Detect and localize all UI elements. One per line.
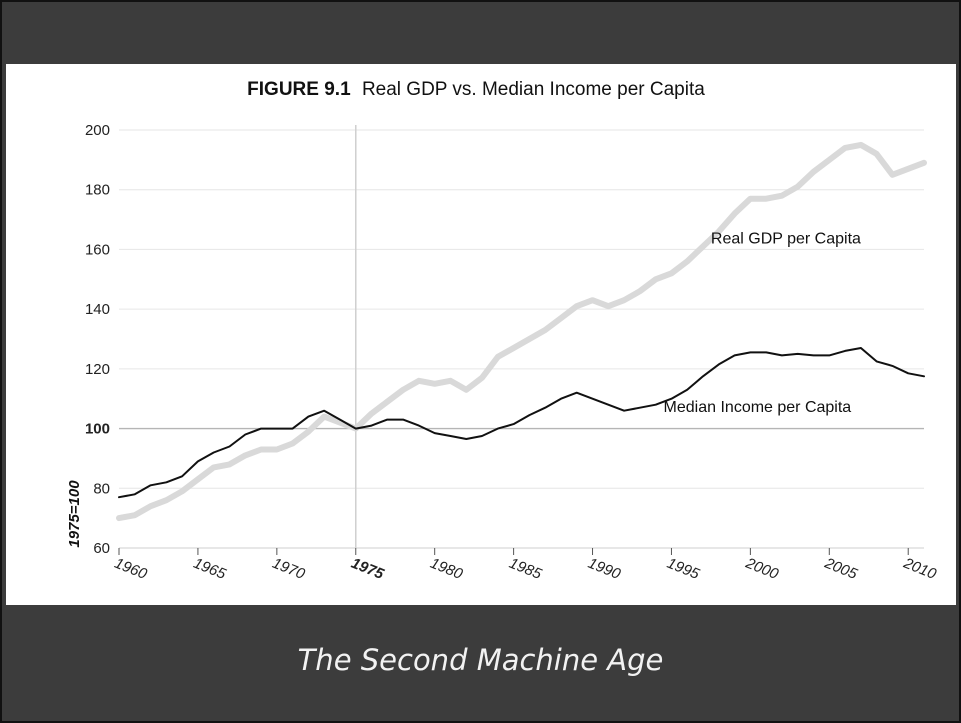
gridlines: [119, 125, 924, 549]
x-tick-label: 2010: [900, 554, 939, 583]
series-label-real-gdp: Real GDP per Capita: [711, 230, 861, 247]
figure-panel: FIGURE 9.1 Real GDP vs. Median Income pe…: [6, 64, 956, 605]
x-tick-label: 1995: [664, 555, 702, 584]
y-tick-label: 160: [85, 241, 110, 258]
series-label-median-income: Median Income per Capita: [664, 399, 852, 416]
line-chart: FIGURE 9.1 Real GDP vs. Median Income pe…: [66, 79, 939, 583]
x-tick-label: 2005: [821, 554, 860, 583]
top-bar: [2, 2, 959, 64]
y-tick-label: 80: [93, 480, 110, 497]
y-tick-label: 200: [85, 122, 110, 139]
x-tick-label: 1985: [507, 555, 545, 584]
x-tick-label: 1980: [428, 555, 466, 584]
x-tick-label: 1990: [586, 555, 624, 584]
y-tick-label: 140: [85, 301, 110, 318]
x-tick-label: 1970: [270, 555, 308, 584]
x-tick-label: 1975: [349, 555, 387, 584]
chart-title-text: Real GDP vs. Median Income per Capita: [362, 79, 705, 100]
x-tick-label: 2000: [742, 554, 781, 583]
y-tick-label: 60: [93, 540, 110, 557]
y-tick-label: 120: [85, 361, 110, 378]
series-line-median-income: [118, 347, 925, 499]
chart-title: FIGURE 9.1 Real GDP vs. Median Income pe…: [247, 79, 705, 100]
series-labels: Real GDP per Capita Median Income per Cap…: [664, 230, 861, 416]
series-lines: [116, 141, 927, 522]
chart-title-figure-number: FIGURE 9.1: [247, 79, 351, 100]
slide-caption: The Second Machine Age: [297, 643, 664, 677]
bottom-bar: The Second Machine Age: [2, 605, 959, 721]
x-tick-label: 1965: [191, 555, 229, 584]
series-line-real-gdp: [116, 141, 927, 522]
x-tick-label: 1960: [112, 555, 150, 584]
y-axis-label: 1975=100: [66, 480, 83, 548]
axes: 60 80 100 120 140 160 180 200 1960 1965 1970 1975 19…: [85, 122, 939, 583]
y-tick-label: 100: [85, 421, 110, 438]
y-tick-label: 180: [85, 182, 110, 199]
